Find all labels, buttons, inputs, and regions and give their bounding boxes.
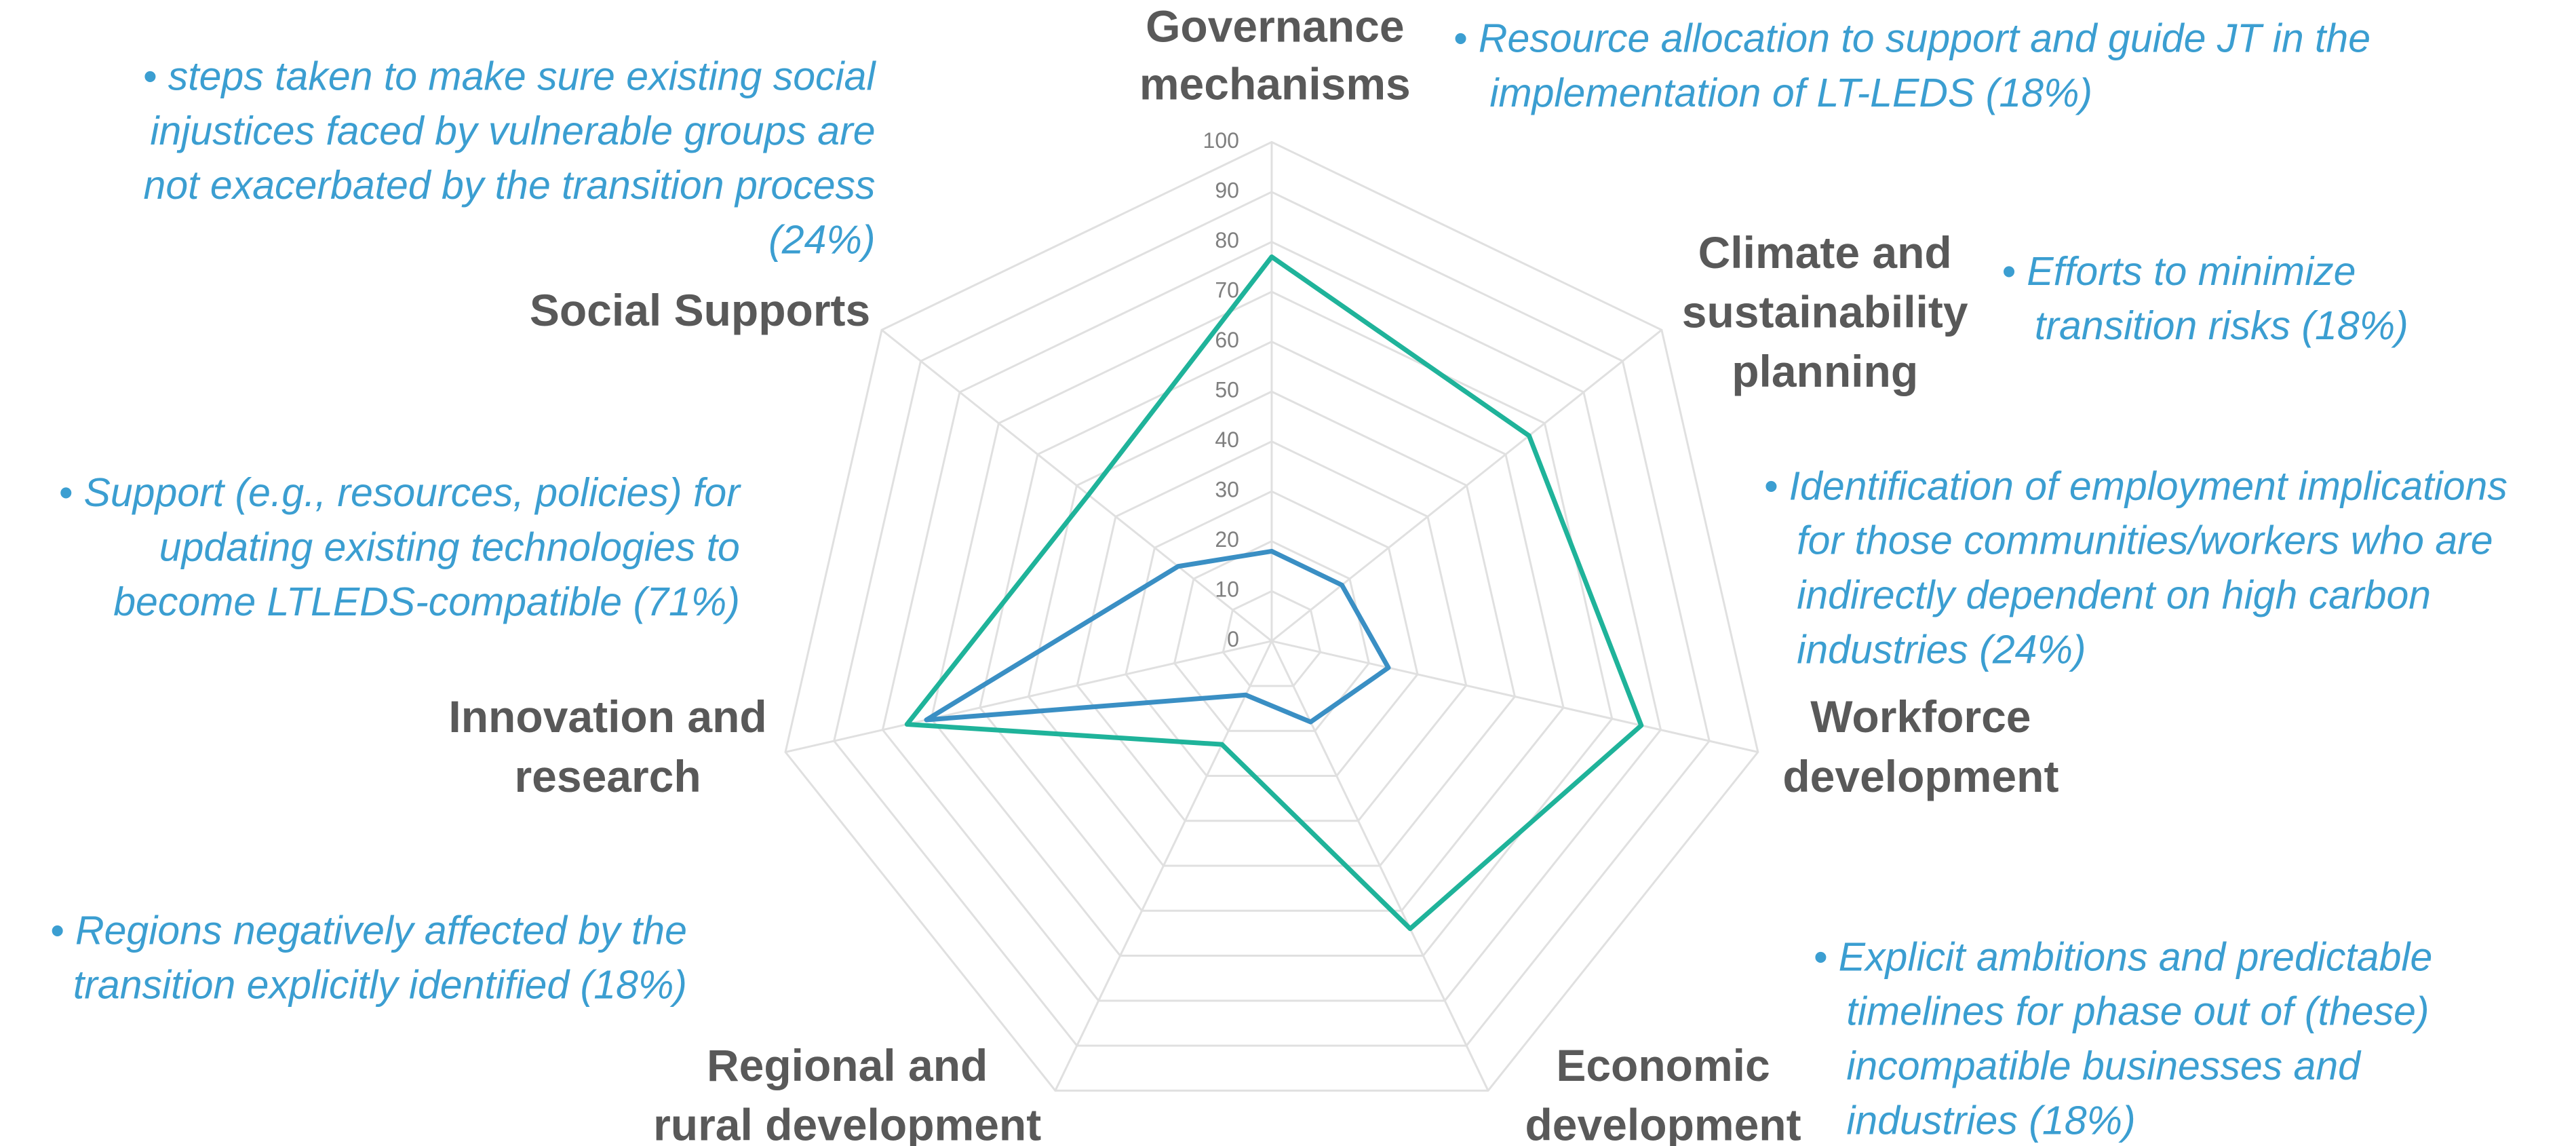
- grid-ring: [881, 240, 1662, 1002]
- grid-ring: [1076, 440, 1468, 822]
- tick-label: 50: [1215, 378, 1239, 402]
- spoke: [1054, 641, 1273, 1091]
- annotation: • Explicit ambitions and predictable: [1814, 934, 2433, 979]
- category-label: Innovation and: [448, 691, 766, 742]
- annotation: injustices faced by vulnerable groups ar…: [150, 109, 875, 153]
- annotation: timelines for phase out of (these): [1846, 989, 2429, 1034]
- tick-label: 0: [1227, 627, 1239, 651]
- grid-ring: [930, 290, 1614, 957]
- series-line: [924, 548, 1391, 725]
- annotation: industries (24%): [1797, 627, 2086, 672]
- annotation: • Regions negatively affected by the: [50, 908, 687, 953]
- spoke: [1270, 641, 1489, 1091]
- category-label: development: [1782, 751, 2058, 801]
- category-label: Climate and: [1698, 227, 1952, 278]
- category-label: mechanisms: [1139, 58, 1411, 109]
- category-label: Social Supports: [530, 285, 870, 335]
- grid-ring: [1173, 540, 1370, 732]
- series-line: [904, 254, 1644, 932]
- annotation: • steps taken to make sure existing soci…: [143, 54, 877, 98]
- annotation: • Efforts to minimize: [2002, 249, 2356, 294]
- category-label: development: [1525, 1100, 1801, 1146]
- annotation: transition risks (18%): [2035, 303, 2408, 348]
- tick-label: 10: [1215, 577, 1239, 602]
- grid-ring: [1125, 490, 1419, 778]
- grid-ring: [784, 140, 1759, 1092]
- spoke: [881, 329, 1272, 642]
- annotation: for those communities/workers who are: [1797, 518, 2493, 563]
- category-label: sustainability: [1682, 287, 1968, 337]
- category-label: Regional and: [707, 1040, 988, 1090]
- spoke: [1271, 329, 1662, 642]
- grid-ring: [833, 191, 1711, 1047]
- spoke: [1271, 640, 1759, 753]
- tick-label: 70: [1215, 278, 1239, 302]
- category-label: research: [514, 751, 701, 801]
- spoke: [785, 640, 1272, 753]
- tick-label: 80: [1215, 228, 1239, 252]
- annotation: • Support (e.g., resources, policies) fo…: [58, 470, 741, 515]
- annotation: not exacerbated by the transition proces…: [144, 163, 876, 208]
- category-label: planning: [1732, 346, 1918, 396]
- tick-label: 90: [1215, 178, 1239, 202]
- annotation: transition explicitly identified (18%): [73, 963, 687, 1008]
- annotation: become LTLEDS-compatible (71%): [113, 579, 740, 624]
- annotation: (24%): [768, 218, 875, 263]
- annotation: • Identification of employment implicati…: [1764, 463, 2507, 508]
- annotation: industries (18%): [1846, 1098, 2135, 1143]
- category-label: Workforce: [1810, 691, 2031, 742]
- annotation: updating existing technologies to: [159, 524, 740, 569]
- annotation: indirectly dependent on high carbon: [1797, 573, 2431, 617]
- tick-label: 60: [1215, 328, 1239, 352]
- tick-label: 40: [1215, 427, 1239, 452]
- category-label: rural development: [653, 1100, 1041, 1146]
- annotation: implementation of LT-LEDS (18%): [1489, 71, 2092, 115]
- grid-ring: [1222, 590, 1322, 687]
- tick-label: 100: [1203, 128, 1239, 153]
- annotation: incompatible businesses and: [1846, 1044, 2362, 1088]
- annotation: • Resource allocation to support and gui…: [1453, 16, 2370, 60]
- grid-ring: [979, 340, 1565, 912]
- category-label: Economic: [1556, 1040, 1770, 1090]
- tick-label: 20: [1215, 527, 1239, 552]
- category-label: Governance: [1146, 1, 1405, 51]
- tick-label: 30: [1215, 478, 1239, 502]
